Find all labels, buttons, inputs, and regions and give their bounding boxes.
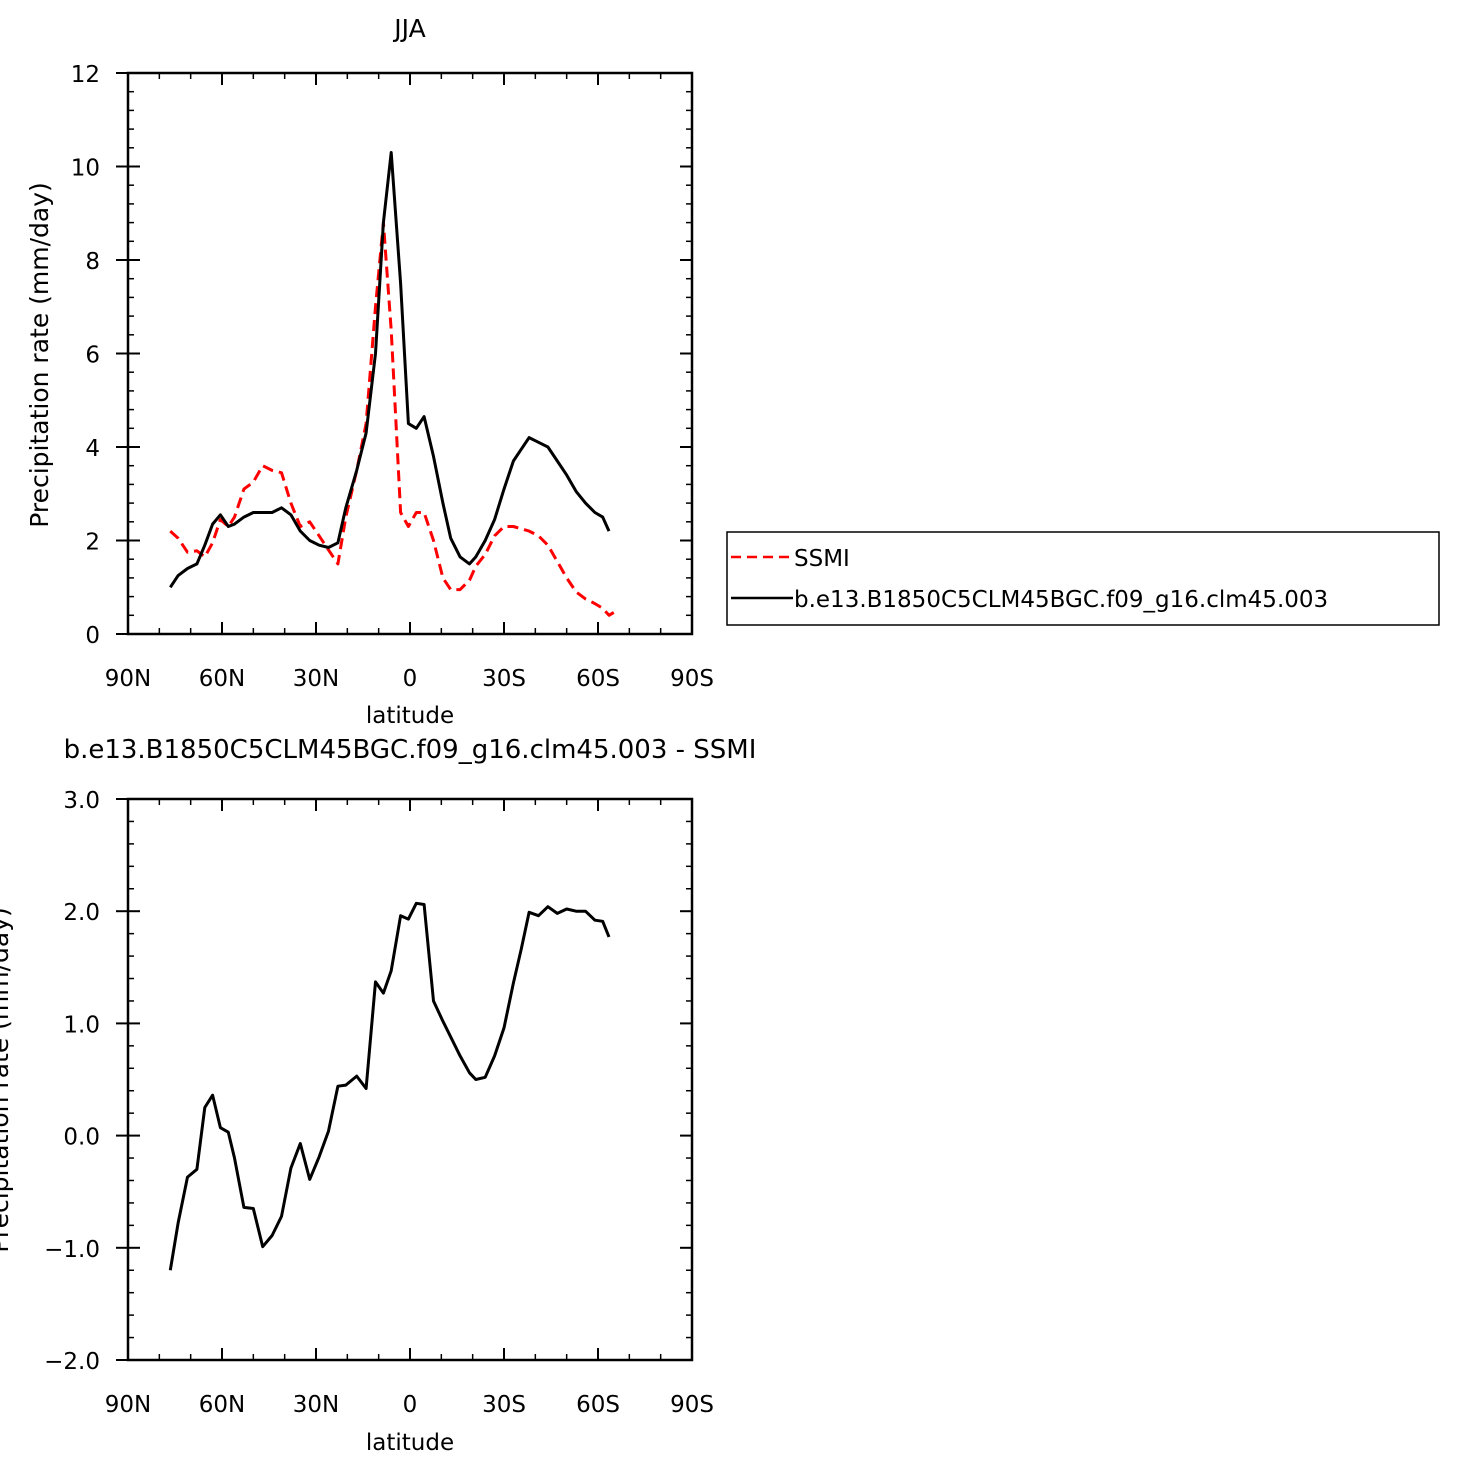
y-tick-label: 4: [85, 436, 100, 462]
y-tick-label: −1.0: [44, 1237, 100, 1263]
y-tick-label: 0.0: [63, 1125, 100, 1151]
bottom-panel: b.e13.B1850C5CLM45BGC.f09_g16.clm45.003 …: [0, 735, 756, 1456]
x-tick-label: 60S: [576, 666, 620, 692]
x-tick-label: 90S: [670, 1392, 714, 1418]
y-tick-label: 1.0: [63, 1012, 100, 1038]
bottom-panel-y-axis-label: Precipitation rate (mm/day): [0, 907, 14, 1253]
top-panel-y-axis-label: Precipitation rate (mm/day): [25, 182, 54, 528]
legend-box: [726, 531, 1440, 626]
legend-label-model: b.e13.B1850C5CLM45BGC.f09_g16.clm45.003: [794, 587, 1328, 613]
x-tick-label: 0: [403, 1392, 418, 1418]
x-tick-label: 30N: [293, 1392, 339, 1418]
y-tick-label: −2.0: [44, 1349, 100, 1375]
bottom-panel-x-axis-label: latitude: [366, 1430, 454, 1456]
x-tick-label: 0: [403, 666, 418, 692]
y-tick-label: 12: [71, 62, 100, 88]
legend: SSMI b.e13.B1850C5CLM45BGC.f09_g16.clm45…: [726, 531, 1440, 626]
bottom-panel-plot-frame: [126, 797, 694, 1362]
x-tick-label: 90S: [670, 666, 714, 692]
x-tick-label: 90N: [105, 1392, 151, 1418]
y-tick-label: 10: [71, 156, 100, 182]
x-tick-label: 90N: [105, 666, 151, 692]
top-panel-series: [169, 151, 618, 617]
series-line-b-e13-b1850c5clm45bgc-f09-g16-clm45-003: [169, 151, 611, 589]
top-panel-ticks: 90N 60N 30N 0 30S 60S 90S 0 2 4 6 8 10 12: [71, 62, 714, 692]
x-tick-label: 30S: [482, 1392, 526, 1418]
bottom-panel-ticks: 90N 60N 30N 0 30S 60S 90S −2.0 −1.0 0.0 1.0 2.0 3.0: [44, 788, 714, 1418]
x-tick-label: 60N: [199, 1392, 245, 1418]
series-line-ssmi: [169, 221, 618, 617]
bottom-panel-series: [168, 901, 611, 1271]
y-tick-label: 3.0: [63, 788, 100, 814]
y-tick-label: 0: [85, 623, 100, 649]
bottom-panel-title: b.e13.B1850C5CLM45BGC.f09_g16.clm45.003 …: [64, 735, 757, 765]
legend-label-ssmi: SSMI: [794, 546, 850, 572]
x-tick-label: 60S: [576, 1392, 620, 1418]
y-tick-label: 6: [85, 343, 100, 369]
series-line-difference: [168, 901, 611, 1271]
y-tick-label: 8: [85, 249, 100, 275]
top-panel: JJA Precipitation rate (mm/day) latitude…: [25, 14, 714, 729]
x-tick-label: 30S: [482, 666, 526, 692]
top-panel-x-axis-label: latitude: [366, 703, 454, 729]
top-panel-plot-frame: [126, 71, 694, 636]
x-tick-label: 60N: [199, 666, 245, 692]
y-tick-label: 2: [85, 530, 100, 556]
top-panel-title: JJA: [392, 14, 425, 43]
x-tick-label: 30N: [293, 666, 339, 692]
y-tick-label: 2.0: [63, 900, 100, 926]
